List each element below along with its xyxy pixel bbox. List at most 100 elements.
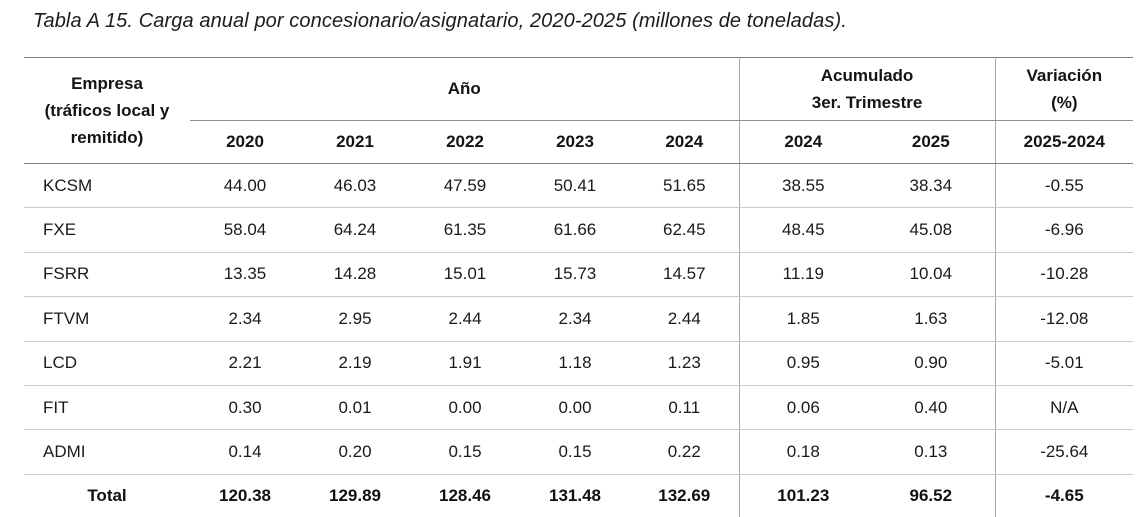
total-value: 129.89 xyxy=(300,473,410,517)
cell-value: 0.06 xyxy=(738,385,868,431)
total-value: 132.69 xyxy=(630,473,740,517)
cell-value: 15.01 xyxy=(410,252,520,298)
row-label: ADMI xyxy=(24,429,190,475)
cell-value: 61.66 xyxy=(520,207,630,253)
cell-value: 0.40 xyxy=(867,385,996,431)
total-value: 96.52 xyxy=(867,473,996,517)
cell-value: 0.90 xyxy=(867,341,996,386)
row-label: FTVM xyxy=(24,296,190,342)
row-label: KCSM xyxy=(24,163,190,209)
empresa-header-line2: (tráficos local y xyxy=(44,101,170,120)
col-header-acumulado-2025: 2025 xyxy=(867,120,996,164)
cell-value: 1.63 xyxy=(867,296,996,342)
cell-value: 50.41 xyxy=(520,163,630,209)
cell-value: 64.24 xyxy=(300,207,410,253)
header-year-row: 2020 2021 2022 2023 2024 2024 2025 2025-… xyxy=(24,120,1134,164)
cell-value: 44.00 xyxy=(190,163,300,209)
cell-value: 0.13 xyxy=(867,429,996,475)
row-label: FIT xyxy=(24,385,190,431)
cell-value: 14.57 xyxy=(630,252,740,298)
cell-value: -12.08 xyxy=(994,296,1134,342)
col-header-variacion-2025-2024: 2025-2024 xyxy=(994,120,1134,164)
cell-value: 11.19 xyxy=(738,252,868,298)
total-value: 101.23 xyxy=(738,473,868,517)
cell-value: 13.35 xyxy=(190,252,300,298)
cell-value: 0.14 xyxy=(190,429,300,475)
table-row-fit: FIT 0.30 0.01 0.00 0.00 0.11 0.06 0.40 N… xyxy=(24,385,1134,431)
table-row-lcd: LCD 2.21 2.19 1.91 1.18 1.23 0.95 0.90 -… xyxy=(24,341,1134,386)
col-header-2020: 2020 xyxy=(190,120,300,164)
header-group-row: Empresa (tráficos local y remitido) Año … xyxy=(24,57,1134,164)
cell-value: 2.34 xyxy=(520,296,630,342)
empresa-header-line3: remitido) xyxy=(70,128,144,147)
cell-value: 47.59 xyxy=(410,163,520,209)
cell-value: 0.00 xyxy=(410,385,520,431)
cell-value: 10.04 xyxy=(867,252,996,298)
total-value: 128.46 xyxy=(410,473,520,517)
col-header-2023: 2023 xyxy=(520,120,630,164)
cell-value: 62.45 xyxy=(630,207,740,253)
table-row-fsrr: FSRR 13.35 14.28 15.01 15.73 14.57 11.19… xyxy=(24,252,1134,298)
annual-cargo-table: Empresa (tráficos local y remitido) Año … xyxy=(24,57,1134,517)
cell-value: N/A xyxy=(994,385,1134,431)
cell-value: 1.18 xyxy=(520,341,630,386)
cell-value: 2.21 xyxy=(190,341,300,386)
cell-value: -0.55 xyxy=(994,163,1134,209)
acumulado-header-line2: 3er. Trimestre xyxy=(811,93,923,112)
table-row-ftvm: FTVM 2.34 2.95 2.44 2.34 2.44 1.85 1.63 … xyxy=(24,296,1134,342)
cell-value: 45.08 xyxy=(867,207,996,253)
row-label: LCD xyxy=(24,341,190,386)
col-header-2021: 2021 xyxy=(300,120,410,164)
cell-value: 2.44 xyxy=(630,296,740,342)
cell-value: 1.23 xyxy=(630,341,740,386)
cell-value: -25.64 xyxy=(994,429,1134,475)
cell-value: 0.95 xyxy=(738,341,868,386)
cell-value: 0.15 xyxy=(520,429,630,475)
total-label: Total xyxy=(24,473,190,517)
total-value: -4.65 xyxy=(994,473,1134,517)
col-group-variacion: Variación (%) xyxy=(994,57,1134,121)
col-group-acumulado: Acumulado 3er. Trimestre xyxy=(738,57,996,121)
col-header-acumulado-2024: 2024 xyxy=(738,120,868,164)
cell-value: 0.22 xyxy=(630,429,740,475)
cell-value: -5.01 xyxy=(994,341,1134,386)
report-page: Tabla A 15. Carga anual por concesionari… xyxy=(0,9,1148,517)
cell-value: 0.15 xyxy=(410,429,520,475)
cell-value: 2.34 xyxy=(190,296,300,342)
table-row-fxe: FXE 58.04 64.24 61.35 61.66 62.45 48.45 … xyxy=(24,207,1134,253)
cell-value: 0.18 xyxy=(738,429,868,475)
cell-value: 1.85 xyxy=(738,296,868,342)
cell-value: 61.35 xyxy=(410,207,520,253)
row-label: FXE xyxy=(24,207,190,253)
col-header-empresa: Empresa (tráficos local y remitido) xyxy=(24,57,190,164)
col-header-2022: 2022 xyxy=(410,120,520,164)
cell-value: 2.44 xyxy=(410,296,520,342)
cell-value: 2.19 xyxy=(300,341,410,386)
table-caption: Tabla A 15. Carga anual por concesionari… xyxy=(33,10,847,32)
row-label: FSRR xyxy=(24,252,190,298)
cell-value: 38.34 xyxy=(867,163,996,209)
cell-value: 58.04 xyxy=(190,207,300,253)
col-group-ano: Año xyxy=(190,57,740,121)
cell-value: 0.30 xyxy=(190,385,300,431)
total-value: 131.48 xyxy=(520,473,630,517)
table-row-admi: ADMI 0.14 0.20 0.15 0.15 0.22 0.18 0.13 … xyxy=(24,429,1134,475)
cell-value: 38.55 xyxy=(738,163,868,209)
variacion-header-line2: (%) xyxy=(1051,93,1078,112)
col-header-2024: 2024 xyxy=(630,120,740,164)
acumulado-header-line1: Acumulado xyxy=(820,66,914,85)
cell-value: 51.65 xyxy=(630,163,740,209)
cell-value: -10.28 xyxy=(994,252,1134,298)
empresa-header-line1: Empresa xyxy=(71,74,143,93)
cell-value: 0.01 xyxy=(300,385,410,431)
variacion-header-line1: Variación xyxy=(1026,66,1103,85)
cell-value: 0.00 xyxy=(520,385,630,431)
cell-value: 1.91 xyxy=(410,341,520,386)
cell-value: 0.11 xyxy=(630,385,740,431)
cell-value: -6.96 xyxy=(994,207,1134,253)
cell-value: 2.95 xyxy=(300,296,410,342)
cell-value: 0.20 xyxy=(300,429,410,475)
total-row: Total 120.38 129.89 128.46 131.48 132.69… xyxy=(24,473,1134,517)
cell-value: 48.45 xyxy=(738,207,868,253)
cell-value: 15.73 xyxy=(520,252,630,298)
